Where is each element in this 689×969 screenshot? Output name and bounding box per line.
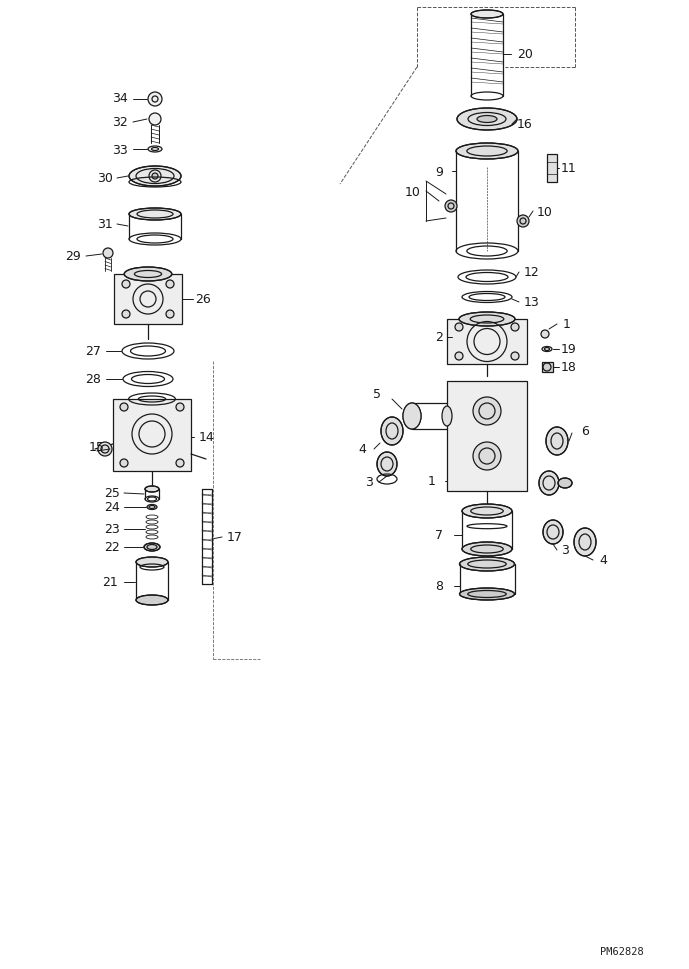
Text: 1: 1: [428, 475, 436, 488]
Circle shape: [176, 459, 184, 467]
Circle shape: [149, 114, 161, 126]
Circle shape: [517, 216, 529, 228]
Ellipse shape: [403, 403, 421, 429]
Bar: [113, 399, 191, 472]
Text: 1: 1: [563, 318, 571, 331]
Text: 12: 12: [524, 266, 540, 279]
Text: 15: 15: [89, 441, 105, 454]
Ellipse shape: [148, 147, 162, 153]
Ellipse shape: [136, 557, 168, 568]
Text: 24: 24: [104, 501, 120, 514]
Circle shape: [98, 443, 112, 456]
Ellipse shape: [462, 543, 512, 556]
Text: 33: 33: [112, 143, 128, 156]
Text: 3: 3: [561, 544, 569, 557]
Text: 31: 31: [97, 218, 113, 232]
Text: 11: 11: [561, 163, 577, 175]
Text: 4: 4: [599, 554, 607, 567]
Circle shape: [473, 397, 501, 425]
Circle shape: [511, 353, 519, 360]
Text: 13: 13: [524, 297, 540, 309]
Ellipse shape: [543, 520, 563, 545]
Ellipse shape: [456, 143, 518, 160]
Text: 3: 3: [365, 476, 373, 489]
Text: 29: 29: [65, 250, 81, 264]
Ellipse shape: [539, 472, 559, 495]
Ellipse shape: [129, 167, 181, 187]
Ellipse shape: [145, 486, 159, 492]
Ellipse shape: [381, 418, 403, 446]
Circle shape: [166, 311, 174, 319]
Bar: [447, 382, 527, 491]
Text: 14: 14: [199, 431, 215, 444]
Ellipse shape: [471, 11, 503, 19]
Ellipse shape: [130, 347, 165, 357]
Ellipse shape: [546, 427, 568, 455]
Text: 6: 6: [581, 425, 589, 438]
Circle shape: [511, 324, 519, 331]
Text: 21: 21: [102, 576, 118, 589]
Circle shape: [120, 403, 128, 412]
Text: 32: 32: [112, 116, 128, 130]
Text: 5: 5: [373, 389, 381, 401]
Ellipse shape: [574, 528, 596, 556]
Text: 10: 10: [537, 205, 553, 218]
Text: 16: 16: [517, 118, 533, 132]
Ellipse shape: [144, 544, 160, 551]
Text: 20: 20: [517, 48, 533, 61]
Circle shape: [122, 311, 130, 319]
Ellipse shape: [542, 347, 552, 352]
Text: 30: 30: [97, 172, 113, 185]
Text: 17: 17: [227, 531, 243, 544]
Circle shape: [455, 324, 463, 331]
Circle shape: [455, 353, 463, 360]
Text: 28: 28: [85, 373, 101, 386]
Circle shape: [103, 249, 113, 259]
Text: 18: 18: [561, 361, 577, 374]
Circle shape: [166, 281, 174, 289]
Ellipse shape: [459, 313, 515, 327]
Text: 4: 4: [358, 443, 366, 456]
Ellipse shape: [466, 273, 508, 282]
Ellipse shape: [462, 505, 512, 518]
Text: 27: 27: [85, 345, 101, 359]
Ellipse shape: [442, 407, 452, 426]
Text: 7: 7: [435, 529, 443, 542]
Circle shape: [122, 281, 130, 289]
Ellipse shape: [457, 109, 517, 131]
Text: PM62828: PM62828: [600, 946, 644, 956]
Text: 25: 25: [104, 487, 120, 500]
Circle shape: [148, 93, 162, 107]
Text: 34: 34: [112, 91, 128, 105]
Bar: [542, 362, 553, 373]
Ellipse shape: [132, 375, 165, 384]
Text: 10: 10: [405, 185, 421, 199]
Circle shape: [176, 403, 184, 412]
Text: 19: 19: [561, 343, 577, 357]
Circle shape: [152, 173, 158, 180]
Text: 22: 22: [104, 541, 120, 554]
Text: 23: 23: [104, 523, 120, 536]
Ellipse shape: [460, 588, 515, 601]
Ellipse shape: [460, 557, 515, 572]
Ellipse shape: [124, 267, 172, 282]
Bar: [547, 155, 557, 183]
Circle shape: [473, 443, 501, 471]
Bar: [114, 275, 182, 325]
Circle shape: [445, 201, 457, 213]
Ellipse shape: [477, 116, 497, 123]
Ellipse shape: [129, 208, 181, 221]
Text: 9: 9: [435, 166, 443, 178]
Ellipse shape: [147, 505, 157, 510]
Circle shape: [120, 459, 128, 467]
Text: 2: 2: [435, 331, 443, 344]
Ellipse shape: [469, 295, 505, 301]
Bar: [447, 320, 527, 364]
Text: 8: 8: [435, 579, 443, 593]
Ellipse shape: [136, 595, 168, 606]
Ellipse shape: [377, 453, 397, 477]
Circle shape: [541, 330, 549, 338]
Ellipse shape: [558, 479, 572, 488]
Text: 26: 26: [195, 294, 211, 306]
